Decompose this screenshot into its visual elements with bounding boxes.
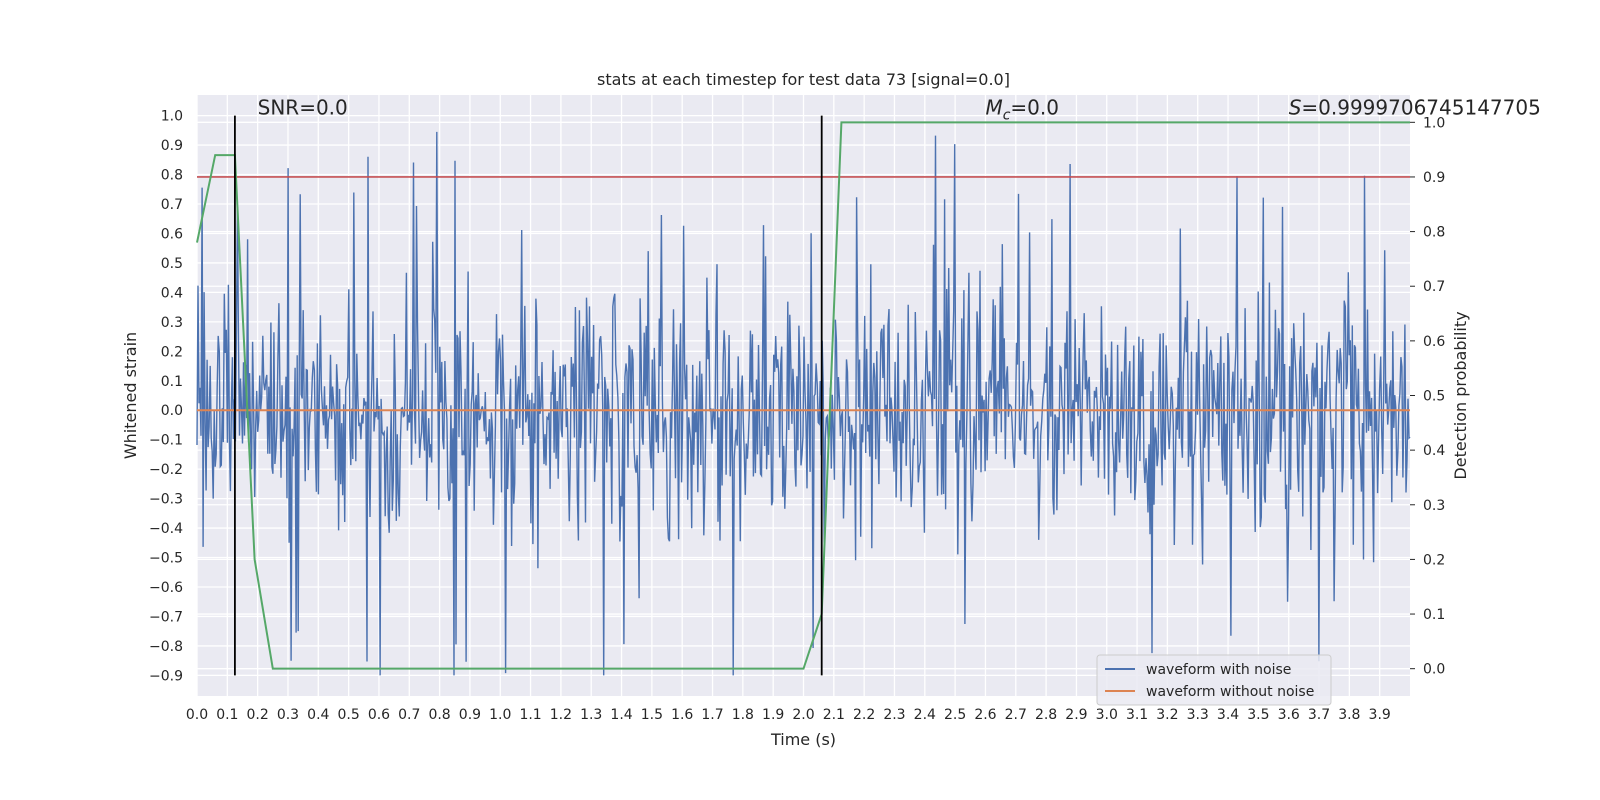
- y2-tick-label: 0.7: [1423, 279, 1445, 295]
- x-tick-label: 3.7: [1308, 707, 1330, 723]
- x-tick-label: 0.9: [459, 707, 481, 723]
- x-tick-label: 1.5: [641, 707, 663, 723]
- y-tick-label: 1.0: [161, 109, 183, 125]
- x-tick-label: 1.7: [701, 707, 723, 723]
- y2-tick-label: 0.6: [1423, 334, 1445, 350]
- s-value: =0.9999706745147705: [1301, 96, 1540, 120]
- y-tick-label: −0.9: [149, 668, 183, 684]
- y2-axis-ticks: 0.0 0.1 0.2 0.3 0.4 0.5 0.6 0.7 0.8 0.9 1.0: [1410, 115, 1445, 678]
- snr-annotation: SNR=0.0: [258, 96, 348, 120]
- x-axis-label: Time (s): [770, 730, 836, 749]
- y-tick-label: 0.3: [161, 315, 183, 331]
- x-tick-label: 1.0: [489, 707, 511, 723]
- y-tick-label: −0.7: [149, 609, 183, 625]
- x-tick-label: 3.5: [1247, 707, 1269, 723]
- legend-label-clean: waveform without noise: [1146, 684, 1314, 700]
- s-annotation: S=0.9999706745147705: [1289, 96, 1541, 120]
- x-tick-label: 2.3: [883, 707, 905, 723]
- y-tick-label: 0.5: [161, 256, 183, 272]
- x-axis-ticks: 0.0 0.1 0.2 0.3 0.4 0.5 0.6 0.7 0.8 0.9 1.0 1.1 1.2 1…: [186, 707, 1391, 723]
- mc-value: =0.0: [1010, 96, 1059, 120]
- legend-box: [1096, 654, 1332, 706]
- y-tick-label: −0.1: [149, 433, 183, 449]
- legend: waveform with noise waveform without noi…: [1096, 654, 1332, 706]
- vertical-markers: [234, 115, 823, 676]
- y-tick-label: −0.3: [149, 492, 183, 508]
- x-tick-label: 2.6: [974, 707, 996, 723]
- x-tick-label: 2.2: [853, 707, 875, 723]
- legend-label-noise: waveform with noise: [1146, 662, 1291, 678]
- x-tick-label: 3.2: [1156, 707, 1178, 723]
- x-tick-label: 0.0: [186, 707, 208, 723]
- x-tick-label: 2.4: [914, 707, 936, 723]
- s-symbol: S: [1289, 96, 1302, 120]
- x-tick-label: 0.8: [428, 707, 450, 723]
- x-tick-label: 0.6: [368, 707, 390, 723]
- y-tick-label: 0.9: [161, 138, 183, 154]
- x-tick-label: 3.8: [1338, 707, 1360, 723]
- mc-subscript: c: [1003, 108, 1011, 124]
- x-tick-label: 3.3: [1187, 707, 1209, 723]
- y2-tick-label: 0.0: [1423, 662, 1445, 678]
- y2-tick-label: 0.1: [1423, 607, 1445, 623]
- x-tick-label: 1.1: [519, 707, 541, 723]
- mc-symbol: M: [985, 96, 1002, 120]
- x-tick-label: 2.9: [1065, 707, 1087, 723]
- y-tick-label: −0.8: [149, 639, 183, 655]
- chirp-mass-annotation: Mc=0.0: [985, 96, 1059, 124]
- y2-tick-label: 1.0: [1423, 115, 1445, 131]
- x-tick-label: 3.4: [1217, 707, 1239, 723]
- x-tick-label: 1.9: [762, 707, 784, 723]
- y2-tick-label: 0.9: [1423, 170, 1445, 186]
- y2-tick-label: 0.3: [1423, 498, 1445, 514]
- x-tick-label: 0.3: [277, 707, 299, 723]
- y-tick-label: 0.7: [161, 197, 183, 213]
- x-tick-label: 3.9: [1369, 707, 1391, 723]
- y-tick-label: −0.5: [149, 551, 183, 567]
- x-tick-label: 2.5: [944, 707, 966, 723]
- gridlines: [196, 95, 1410, 696]
- y-axis-ticks: −0.9 −0.8 −0.7 −0.6 −0.5 −0.4 −0.3 −0.2 −0.1 0.0 0…: [149, 109, 183, 685]
- y-tick-label: 0.2: [161, 344, 183, 360]
- x-tick-label: 1.8: [732, 707, 754, 723]
- y-tick-label: 0.8: [161, 168, 183, 184]
- x-tick-label: 0.1: [216, 707, 238, 723]
- x-tick-label: 2.8: [1035, 707, 1057, 723]
- x-tick-label: 0.2: [247, 707, 269, 723]
- y-axis-label: Whitened strain: [121, 332, 140, 459]
- y-tick-label: 0.4: [161, 285, 183, 301]
- detection-probability-series: [196, 121, 1410, 670]
- x-tick-label: 1.6: [671, 707, 693, 723]
- noise-waveform-line: [196, 131, 1411, 676]
- x-tick-label: 1.4: [610, 707, 632, 723]
- y2-tick-label: 0.4: [1423, 443, 1445, 459]
- x-tick-label: 2.7: [1005, 707, 1027, 723]
- y2-tick-label: 0.5: [1423, 389, 1445, 405]
- x-tick-label: 2.1: [823, 707, 845, 723]
- x-tick-label: 3.0: [1096, 707, 1118, 723]
- x-tick-label: 3.1: [1126, 707, 1148, 723]
- y2-tick-label: 0.2: [1423, 552, 1445, 568]
- y-tick-label: −0.2: [149, 462, 183, 478]
- x-tick-label: 0.5: [337, 707, 359, 723]
- waveform-with-noise-series: [196, 131, 1411, 676]
- x-tick-label: 0.7: [398, 707, 420, 723]
- x-tick-label: 2.0: [792, 707, 814, 723]
- x-tick-label: 0.4: [307, 707, 329, 723]
- y2-axis-label: Detection probability: [1451, 311, 1470, 479]
- y-tick-label: −0.6: [149, 580, 183, 596]
- y2-tick-label: 0.8: [1423, 225, 1445, 241]
- chart-title: stats at each timestep for test data 73 …: [597, 70, 1010, 89]
- probability-line: [196, 121, 1410, 670]
- x-tick-label: 1.3: [580, 707, 602, 723]
- x-tick-label: 3.6: [1278, 707, 1300, 723]
- y-tick-label: 0.0: [161, 403, 183, 419]
- y-tick-label: −0.4: [149, 521, 183, 537]
- y-tick-label: 0.6: [161, 226, 183, 242]
- y-tick-label: 0.1: [161, 374, 183, 390]
- x-tick-label: 1.2: [550, 707, 572, 723]
